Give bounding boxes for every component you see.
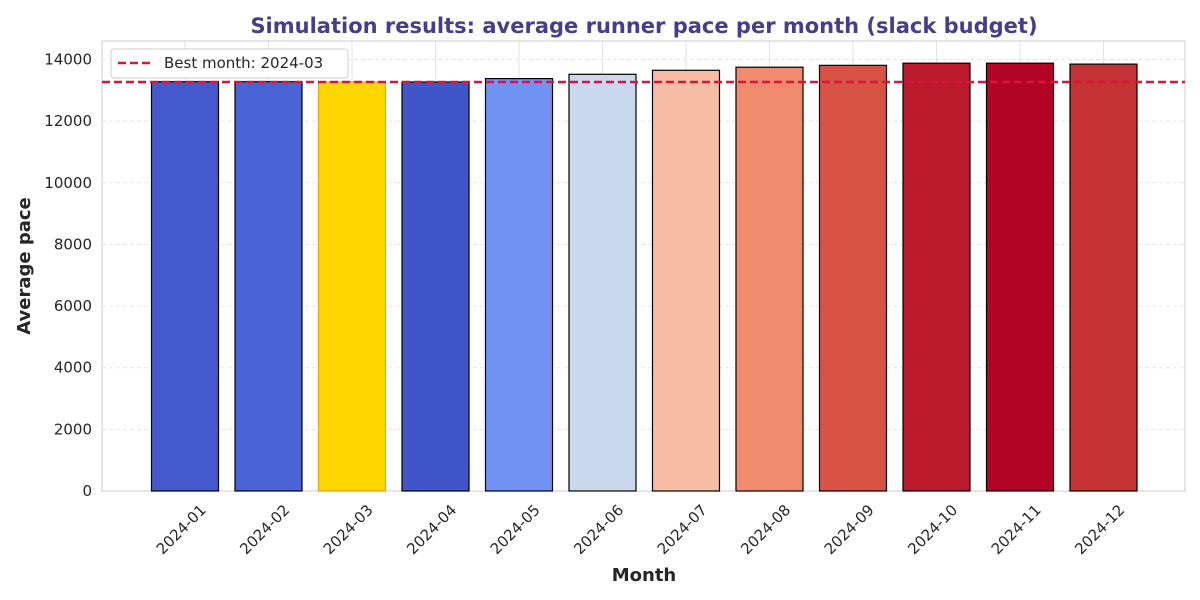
bar	[401, 81, 470, 492]
x-tick-label: 2024-11	[988, 501, 1045, 558]
x-tick-label: 2024-05	[487, 501, 544, 558]
chart-title: Simulation results: average runner pace …	[250, 14, 1037, 38]
y-tick-label: 6000	[54, 297, 92, 315]
x-tick-label: 2024-12	[1071, 501, 1128, 558]
bar	[317, 81, 387, 492]
x-tick-labels: 2024-01 2024-02 2024-03 2024-04 2024-05 2024-…	[153, 501, 1129, 558]
y-tick-label: 8000	[54, 235, 92, 253]
plot-area	[101, 40, 1186, 492]
y-tick-label: 12000	[44, 112, 92, 130]
x-tick-label: 2024-03	[320, 501, 377, 558]
x-tick-label: 2024-01	[153, 501, 210, 558]
y-tick-label: 14000	[44, 50, 92, 68]
legend: Best month: 2024-03	[110, 48, 349, 79]
bar	[1069, 63, 1138, 492]
legend-entry-label: Best month: 2024-03	[164, 54, 323, 72]
bar	[818, 64, 888, 492]
x-tick-label: 2024-07	[654, 501, 711, 558]
y-tick-labels: 0 2000 4000 6000 8000 10000 12000 14000	[44, 50, 92, 500]
x-tick-label: 2024-09	[821, 501, 878, 558]
x-tick-label: 2024-10	[904, 501, 961, 558]
y-tick-label: 0	[82, 482, 92, 500]
x-tick-label: 2024-04	[403, 501, 460, 558]
bar	[568, 73, 637, 492]
x-tick-label: 2024-08	[737, 501, 794, 558]
bar	[985, 62, 1055, 492]
bar	[651, 69, 721, 492]
bar	[735, 66, 804, 492]
bar	[150, 81, 220, 492]
legend-box	[110, 48, 349, 79]
bars	[150, 62, 1138, 492]
y-tick-label: 10000	[44, 174, 92, 192]
y-axis-label: Average pace	[14, 197, 35, 335]
y-tick-label: 4000	[54, 359, 92, 377]
bar	[484, 78, 554, 492]
x-axis-label: Month	[612, 565, 677, 586]
x-tick-label: 2024-02	[236, 501, 293, 558]
y-tick-label: 2000	[54, 420, 92, 438]
bar	[902, 62, 971, 492]
bar	[234, 81, 303, 492]
x-tick-label: 2024-06	[570, 501, 627, 558]
